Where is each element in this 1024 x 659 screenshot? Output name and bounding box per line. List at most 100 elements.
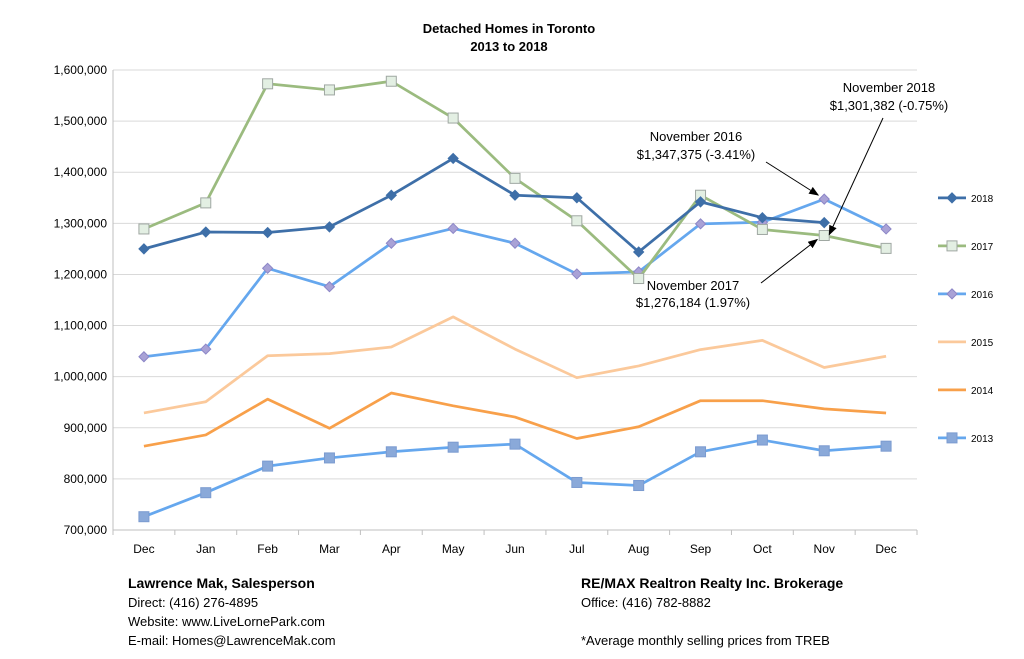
agent-contact: Lawrence Mak, Salesperson Direct: (416) … [128, 574, 336, 650]
axes: 700,000 800,000 900,000 1,000,000 1,100,000 1… [54, 63, 918, 556]
y-tick-label: 1,100,000 [54, 319, 108, 333]
y-tick-label: 1,400,000 [54, 165, 108, 179]
x-tick-label: May [442, 542, 465, 556]
data-point-2018 [385, 189, 398, 201]
data-point-2018 [818, 216, 830, 229]
data-point-2013 [509, 438, 521, 450]
series-line-2013 [143, 438, 887, 518]
data-point-2017 [880, 242, 892, 254]
data-point-2016 [571, 268, 583, 280]
x-tick-label: Jan [196, 542, 215, 556]
data-point-2013 [571, 476, 583, 488]
legend-item-2016: 2016 [938, 288, 994, 301]
annotation-nov-2017-line2: $1,276,184 (1.97%) [636, 295, 750, 310]
series-2013 [138, 434, 892, 523]
agent-name: Lawrence Mak, Salesperson [128, 575, 315, 591]
annotation-nov-2016-line2: $1,347,375 (-3.41%) [637, 147, 756, 162]
series-2017 [138, 75, 892, 285]
data-point-2018 [261, 226, 274, 239]
data-point-2017 [200, 197, 212, 209]
data-point-2017 [571, 215, 583, 227]
arrow-nov-2016 [765, 161, 820, 196]
data-point-2018 [200, 226, 212, 238]
y-tick-label: 900,000 [64, 421, 108, 435]
x-tick-label: Nov [814, 542, 835, 556]
data-point-2013 [447, 441, 459, 453]
data-point-2016 [138, 351, 150, 363]
legend-item-2018: 2018 [938, 192, 994, 205]
office-phone: Office: (416) 782-8882 [581, 595, 711, 610]
series-line-2016 [143, 197, 887, 359]
annotation-nov-2018-line2: $1,301,382 (-0.75%) [830, 98, 949, 113]
data-point-2016 [323, 281, 336, 293]
agent-phone: Direct: (416) 276-4895 [128, 595, 259, 610]
y-tick-label: 1,300,000 [54, 216, 108, 230]
data-point-2013 [385, 446, 397, 458]
series-layer [138, 75, 892, 523]
data-point-2017 [323, 84, 335, 96]
legend-item-2017: 2017 [938, 240, 994, 253]
legend-label: 2013 [971, 434, 994, 445]
series-2014 [143, 391, 887, 448]
legend-label: 2018 [971, 194, 994, 205]
data-point-2016 [880, 223, 892, 235]
y-tick-label: 1,000,000 [54, 370, 108, 384]
agent-website: Website: www.LiveLornePark.com [128, 614, 326, 629]
y-tick-label: 1,500,000 [54, 114, 108, 128]
data-point-2013 [200, 487, 212, 499]
series-line-2014 [143, 391, 887, 448]
chart-title: Detached Homes in Toronto [423, 21, 595, 36]
data-point-2016 [261, 262, 274, 275]
x-tick-label: Sep [690, 542, 712, 556]
data-point-2018 [694, 196, 707, 208]
data-point-2018 [138, 243, 150, 255]
data-point-2016 [818, 193, 830, 205]
annotation-nov-2018-line1: November 2018 [843, 80, 936, 95]
data-point-2017 [756, 223, 768, 235]
data-point-2017 [262, 78, 274, 90]
data-point-2013 [138, 511, 150, 523]
legend-item-2013: 2013 [938, 432, 994, 445]
y-tick-label: 700,000 [64, 523, 108, 537]
data-point-2013 [323, 452, 335, 464]
legend-item-2014: 2014 [938, 386, 994, 397]
legend-marker [946, 240, 958, 252]
annotations: November 2018 $1,301,382 (-0.75%) Novemb… [636, 80, 948, 310]
data-point-2013 [695, 446, 707, 458]
x-tick-label: Jun [505, 542, 524, 556]
data-point-2018 [509, 189, 521, 201]
series-2015 [143, 315, 887, 415]
legend-label: 2014 [971, 386, 994, 397]
legend-marker [946, 432, 958, 444]
brokerage-info: RE/MAX Realtron Realty Inc. Brokerage Of… [581, 574, 843, 650]
data-point-2016 [200, 343, 212, 355]
chart-subtitle: 2013 to 2018 [470, 39, 547, 54]
gridlines [113, 69, 917, 480]
arrow-nov-2017 [760, 238, 819, 284]
legend-label: 2015 [971, 338, 994, 349]
x-tick-label: Dec [875, 542, 896, 556]
x-tick-label: Mar [319, 542, 340, 556]
data-point-2017 [633, 273, 645, 285]
data-point-2016 [694, 218, 707, 230]
x-tick-label: Apr [382, 542, 401, 556]
y-tick-label: 1,200,000 [54, 267, 108, 281]
data-point-2013 [262, 460, 274, 472]
data-point-2016 [447, 222, 459, 235]
arrow-nov-2018 [828, 117, 884, 236]
data-point-2018 [756, 212, 769, 224]
legend: 2018 2017 2016 2015 2014 2013 [938, 192, 994, 445]
series-line-2015 [143, 315, 887, 415]
data-point-2018 [632, 246, 645, 258]
data-point-2016 [385, 237, 398, 249]
data-point-2017 [385, 75, 397, 87]
data-point-2017 [509, 172, 521, 184]
legend-item-2015: 2015 [938, 338, 994, 349]
data-point-2018 [571, 192, 583, 204]
brokerage-name: RE/MAX Realtron Realty Inc. Brokerage [581, 575, 844, 591]
x-tick-label: Feb [257, 542, 278, 556]
data-point-2018 [447, 152, 459, 165]
legend-label: 2016 [971, 290, 994, 301]
agent-email: E-mail: Homes@LawrenceMak.com [128, 633, 336, 648]
data-point-2017 [138, 223, 150, 235]
